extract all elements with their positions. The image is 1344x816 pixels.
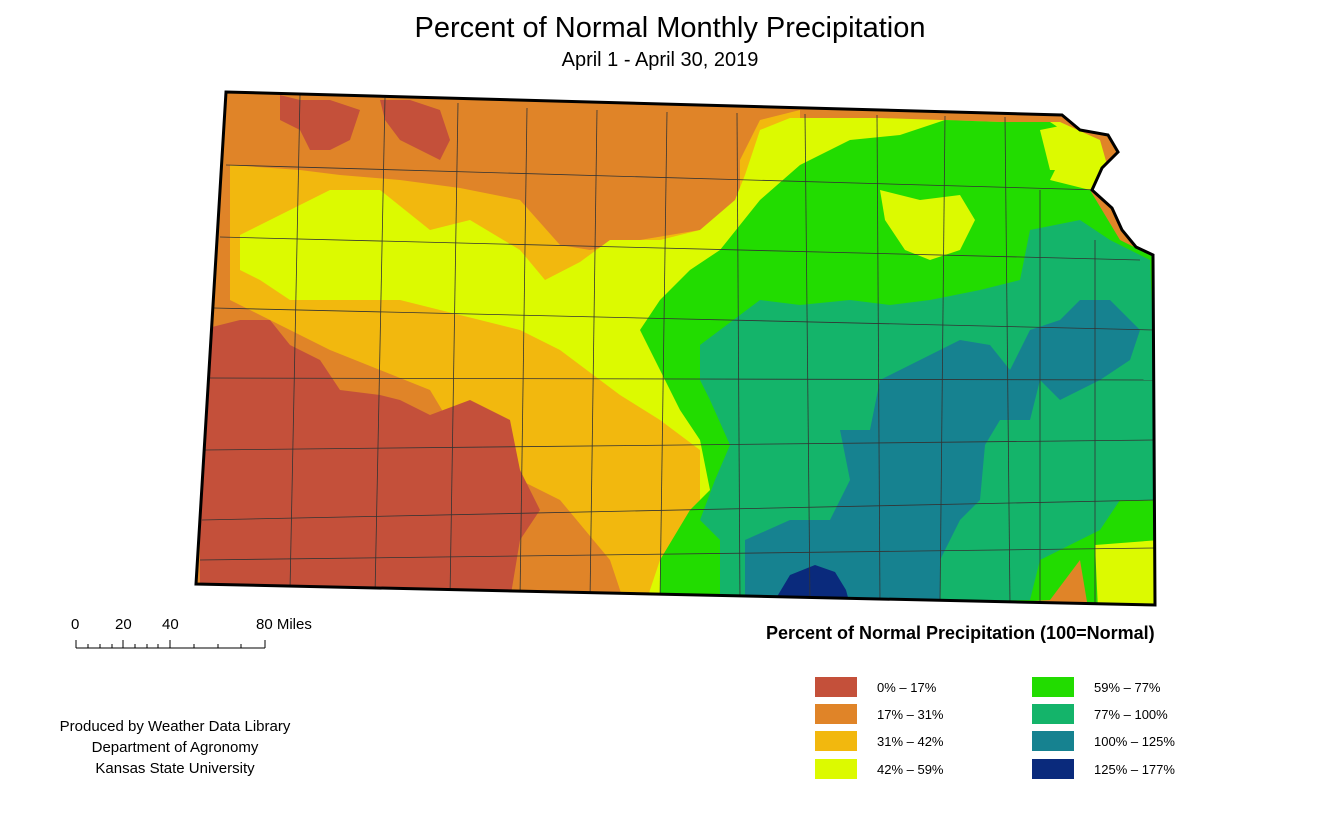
scale-bar: 0 20 40 80 Miles xyxy=(70,616,330,656)
legend-item: 59% – 77% xyxy=(1032,677,1161,697)
legend-swatch xyxy=(815,677,857,697)
credits: Produced by Weather Data Library Departm… xyxy=(20,716,330,779)
legend-item: 17% – 31% xyxy=(815,704,944,724)
legend-label: 77% – 100% xyxy=(1094,706,1168,722)
zone-100-125 xyxy=(745,300,1140,605)
legend-swatch xyxy=(1032,677,1074,697)
legend-label: 31% – 42% xyxy=(877,733,944,749)
zone-125-177 xyxy=(772,565,850,605)
map-title: Percent of Normal Monthly Precipitation xyxy=(414,12,926,44)
legend-item: 125% – 177% xyxy=(1032,759,1175,779)
legend-item: 100% – 125% xyxy=(1032,731,1175,751)
zone-42-59-patch xyxy=(1095,540,1155,605)
legend-label: 42% – 59% xyxy=(877,761,944,777)
credits-line-1: Produced by Weather Data Library xyxy=(59,718,291,735)
legend-label: 17% – 31% xyxy=(877,706,944,722)
zone-42-59-patch xyxy=(1040,125,1090,170)
scale-label-20: 20 xyxy=(115,616,132,633)
zone-0-17-patch xyxy=(380,100,450,160)
legend-swatch xyxy=(815,731,857,751)
legend-swatch xyxy=(815,704,857,724)
legend-item: 77% – 100% xyxy=(1032,704,1168,724)
map-subtitle: April 1 - April 30, 2019 xyxy=(561,49,759,71)
zone-0-17 xyxy=(200,320,540,600)
credits-line-3: Kansas State University xyxy=(95,760,255,777)
legend-label: 0% – 17% xyxy=(877,679,937,695)
legend-title: Percent of Normal Precipitation (100=Nor… xyxy=(766,623,1155,643)
scale-label-0: 0 xyxy=(71,616,80,633)
zone-42-59-patch xyxy=(880,190,975,260)
legend-label: 125% – 177% xyxy=(1094,761,1175,777)
legend-label: 59% – 77% xyxy=(1094,679,1161,695)
scale-label-40: 40 xyxy=(162,616,179,633)
legend-item: 31% – 42% xyxy=(815,731,944,751)
county-lines xyxy=(199,94,1155,605)
precipitation-zones xyxy=(196,92,1155,605)
scale-label-80-miles: 80 Miles xyxy=(256,616,312,633)
scale-bar-ticks xyxy=(75,640,266,649)
legend-swatch xyxy=(815,759,857,779)
kansas-state-outline xyxy=(194,90,1157,607)
legend-swatch xyxy=(1032,731,1074,751)
legend-label: 100% – 125% xyxy=(1094,733,1175,749)
legend-item: 0% – 17% xyxy=(815,677,936,697)
legend-swatch xyxy=(1032,759,1074,779)
legend-swatch xyxy=(1032,704,1074,724)
credits-line-2: Department of Agronomy xyxy=(91,739,259,756)
legend-item: 42% – 59% xyxy=(815,759,944,779)
